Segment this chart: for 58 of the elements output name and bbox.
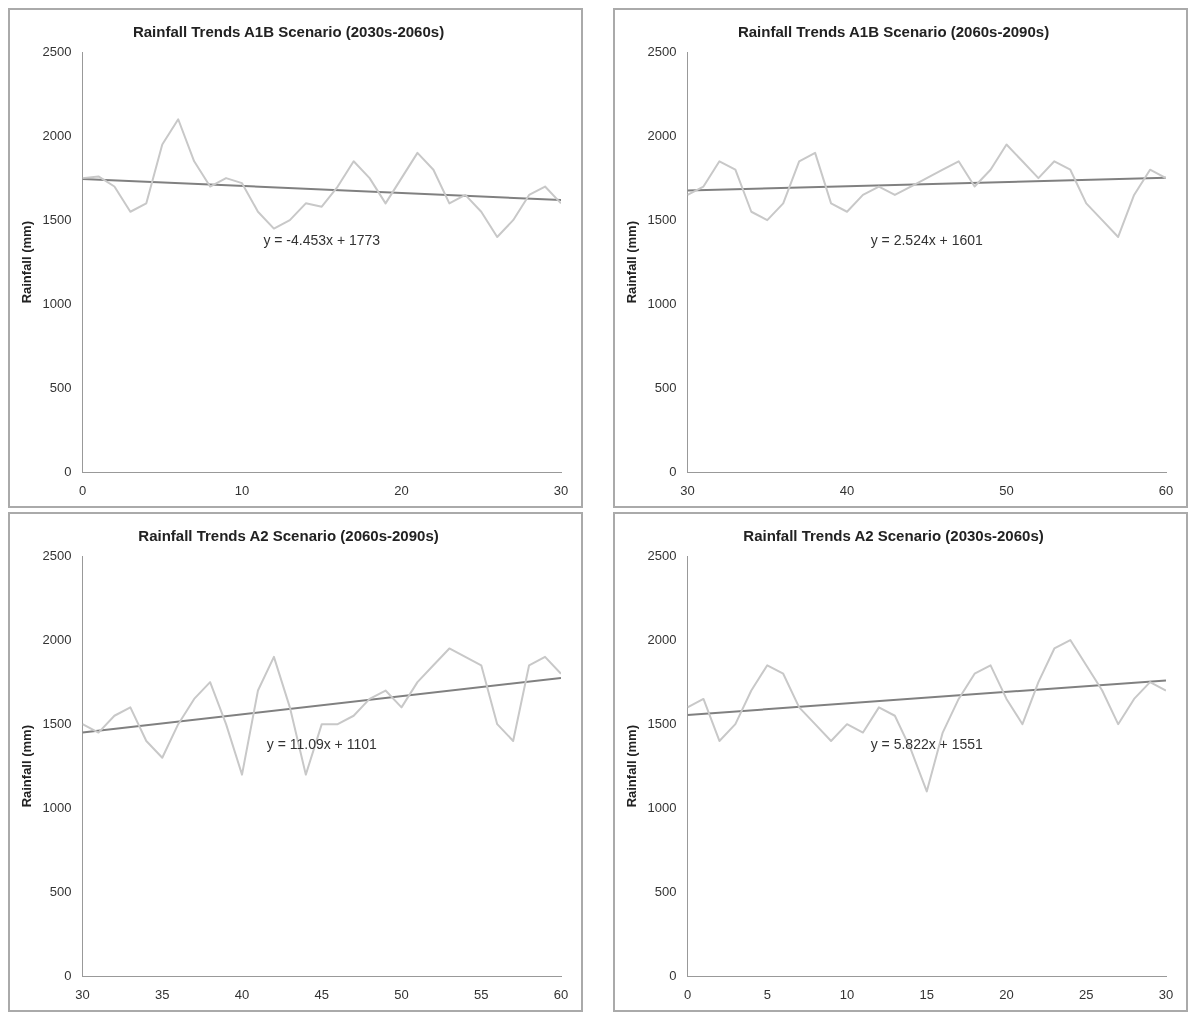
y-tick-label: 2500 — [42, 43, 72, 59]
y-tick-label: 1000 — [647, 799, 677, 815]
x-tick-label: 30 — [75, 986, 90, 1002]
x-tick-label: 0 — [683, 986, 692, 1002]
x-tick-label: 30 — [553, 482, 569, 498]
annotation: y = 11.09x + 1101 — [266, 736, 377, 753]
x-tick-label: 40 — [234, 986, 250, 1002]
x-tick-label: 35 — [155, 986, 170, 1002]
x-tick-label: 20 — [394, 482, 409, 498]
x-tick-label: 45 — [314, 986, 329, 1002]
x-tick-label: 50 — [394, 986, 409, 1002]
x-tick-label: 30 — [680, 482, 695, 498]
annotation: y = 2.524x + 1601 — [870, 232, 984, 249]
y-tick-label: 0 — [669, 967, 677, 983]
x-tick-label: 25 — [1079, 986, 1094, 1002]
chart-title: Rainfall Trends A2 Scenario (2060s-2090s) — [138, 527, 439, 545]
annotation: y = -4.453x + 1773 — [263, 232, 381, 249]
chart-title: Rainfall Trends A1B Scenario (2060s-2090s) — [737, 23, 1050, 41]
x-tick-label: 5 — [763, 986, 771, 1002]
x-tick-label: 15 — [919, 986, 934, 1002]
chart-title: Rainfall Trends A1B Scenario (2030s-2060s) — [132, 23, 445, 41]
y-tick-label: 2000 — [647, 631, 677, 647]
y-tick-label: 0 — [669, 463, 677, 479]
x-tick-label: 55 — [474, 986, 489, 1002]
x-tick-label: 60 — [1158, 482, 1174, 498]
y-tick-label: 2500 — [647, 43, 677, 59]
y-tick-label: 1000 — [42, 295, 72, 311]
x-tick-label: 10 — [839, 986, 855, 1002]
y-tick-label: 1500 — [647, 715, 677, 731]
y-tick-label: 2000 — [42, 127, 72, 143]
y-tick-label: 500 — [654, 379, 677, 395]
chart-title: Rainfall Trends A2 Scenario (2030s-2060s) — [743, 527, 1044, 545]
y-tick-label: 2000 — [647, 127, 677, 143]
y-tick-label: 500 — [654, 883, 677, 899]
y-tick-label: 0 — [64, 967, 72, 983]
y-tick-label: 2500 — [647, 547, 677, 563]
x-tick-label: 30 — [1158, 986, 1174, 1002]
y-tick-label: 1000 — [42, 799, 72, 815]
x-tick-label: 0 — [78, 482, 87, 498]
y-tick-label: 1500 — [42, 715, 72, 731]
y-tick-label: 2500 — [42, 547, 72, 563]
y-axis-title: Rainfall (mm) — [624, 221, 640, 304]
y-tick-label: 1500 — [647, 211, 677, 227]
x-tick-label: 50 — [999, 482, 1014, 498]
y-tick-label: 500 — [49, 883, 72, 899]
x-tick-label: 20 — [999, 986, 1014, 1002]
x-tick-label: 10 — [234, 482, 250, 498]
y-axis-title: Rainfall (mm) — [19, 725, 35, 808]
y-tick-label: 1500 — [42, 211, 72, 227]
x-tick-label: 40 — [839, 482, 855, 498]
x-tick-label: 60 — [553, 986, 569, 1002]
y-tick-label: 2000 — [42, 631, 72, 647]
y-tick-label: 1000 — [647, 295, 677, 311]
y-tick-label: 0 — [64, 463, 72, 479]
y-tick-label: 500 — [49, 379, 72, 395]
y-axis-title: Rainfall (mm) — [624, 725, 640, 808]
annotation: y = 5.822x + 1551 — [870, 736, 984, 753]
y-axis-title: Rainfall (mm) — [19, 221, 35, 304]
